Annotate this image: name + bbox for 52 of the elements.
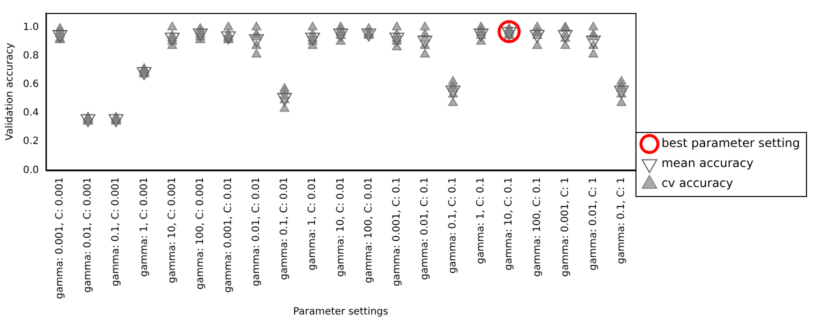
point <box>164 32 180 46</box>
point <box>333 28 348 42</box>
x-tick-label: gamma: 0.001, C: 0.01 <box>222 177 234 293</box>
x-tick-label: gamma: 1, C: 0.01 <box>307 177 318 270</box>
legend-label: best parameter setting <box>661 136 800 150</box>
x-tick-label: gamma: 0.1, C: 0.001 <box>110 177 122 286</box>
point <box>530 30 545 43</box>
y-tick-label: 0.6 <box>22 79 39 90</box>
x-tick-label: gamma: 0.01, C: 0.01 <box>251 177 262 286</box>
x-tick-label: gamma: 100, C: 0.1 <box>532 177 543 277</box>
y-tick-label: 0.0 <box>22 164 39 176</box>
x-tick-label: gamma: 100, C: 0.01 <box>363 177 374 284</box>
x-tick-label: gamma: 0.001, C: 0.001 <box>54 177 66 300</box>
legend-label: cv accuracy <box>661 176 734 190</box>
x-axis-title: Parameter settings <box>293 306 388 318</box>
point <box>249 34 264 48</box>
x-tick-label: gamma: 10, C: 0.01 <box>335 177 346 277</box>
point <box>52 30 68 43</box>
x-tick-label: gamma: 0.001, C: 1 <box>560 177 571 277</box>
y-tick-label: 0.4 <box>22 108 39 119</box>
x-tick-label: gamma: 1, C: 0.1 <box>476 177 487 264</box>
x-tick-label: gamma: 0.01, C: 0.1 <box>420 177 430 280</box>
point <box>136 67 152 80</box>
point <box>474 28 488 42</box>
point <box>614 86 629 99</box>
y-axis-title: Validation accuracy <box>4 42 16 140</box>
x-tick-label: gamma: 100, C: 0.001 <box>194 177 206 290</box>
point <box>80 114 96 128</box>
x-tick-label: gamma: 1, C: 0.001 <box>138 177 150 277</box>
x-tick-label: gamma: 0.001, C: 0.1 <box>391 177 402 286</box>
point <box>446 86 460 99</box>
point <box>220 31 236 44</box>
x-tick-label: gamma: 10, C: 0.001 <box>166 177 178 284</box>
point <box>277 92 292 106</box>
point <box>305 32 320 46</box>
point <box>192 28 208 42</box>
y-tick-label: 0.8 <box>22 50 39 62</box>
point <box>417 36 432 49</box>
point <box>108 114 124 128</box>
point <box>361 28 376 42</box>
point <box>558 30 573 43</box>
point <box>389 32 404 46</box>
x-tick-label: gamma: 0.1, C: 1 <box>616 177 628 264</box>
x-tick-label: gamma: 10, C: 0.1 <box>504 177 515 270</box>
point <box>586 36 601 49</box>
x-tick-label: gamma: 0.01, C: 0.001 <box>82 177 94 293</box>
x-tick-label: gamma: 0.01, C: 1 <box>588 177 599 270</box>
y-tick-label: 0.2 <box>22 136 39 148</box>
y-tick-label: 1.0 <box>22 22 39 33</box>
x-tick-label: gamma: 0.1, C: 0.01 <box>279 177 290 280</box>
legend-label: mean accuracy <box>661 156 754 170</box>
x-tick-label: gamma: 0.1, C: 0.1 <box>448 177 459 274</box>
